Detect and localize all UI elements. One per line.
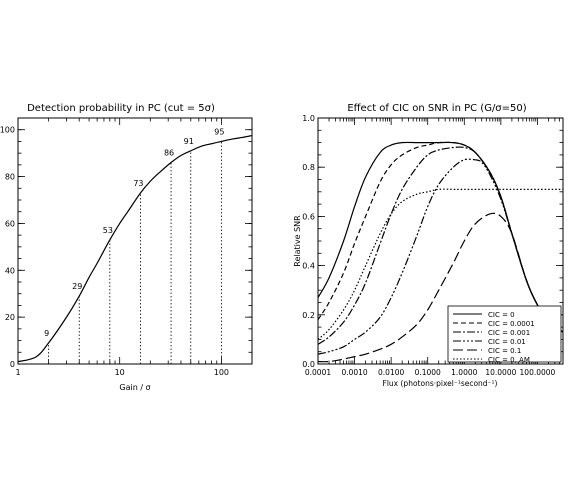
y-tick-label: 40 — [5, 266, 15, 275]
series-line — [318, 212, 563, 363]
series-line — [318, 188, 563, 340]
legend-label: CIC = 0, AM — [488, 356, 530, 364]
y-tick-label: 60 — [5, 219, 15, 228]
series-line — [18, 134, 252, 363]
annotation-label: 91 — [184, 137, 194, 146]
y-tick-label: 80 — [5, 173, 15, 182]
x-tick-label: 1 — [15, 368, 20, 377]
legend-label: CIC = 0.001 — [488, 329, 530, 337]
chart-marks: 0.0001 0.0010 0.0100 0.1000 1.0000 10.0000 100… — [302, 114, 563, 377]
y-tick-label: 0.0 — [302, 360, 315, 369]
x-tick-label: 0.1000 — [415, 368, 441, 377]
x-axis-label: Gain / σ — [119, 383, 150, 392]
chart-title: Effect of CIC on SNR in PC (G/σ=50) — [347, 103, 526, 114]
annotation-label: 9 — [44, 329, 49, 338]
y-tick-label: 0.2 — [302, 311, 315, 320]
series-line — [318, 141, 563, 333]
annotation-label: 29 — [72, 282, 82, 291]
x-tick-label: 10.0000 — [485, 368, 516, 377]
plot-frame — [17, 117, 253, 365]
y-axis-label: Relative SNR — [293, 215, 302, 267]
legend-label: CIC = 0.01 — [488, 338, 526, 346]
annotation-label: 86 — [164, 149, 174, 158]
legend-label: CIC = 0 — [488, 311, 515, 319]
x-tick-label: 100.0000 — [520, 368, 556, 377]
y-tick-label: 100 — [0, 126, 15, 135]
legend-label: CIC = 0.0001 — [488, 320, 535, 328]
legend-label: CIC = 0.1 — [488, 347, 521, 355]
chart-marks: 1 10 100 0 20 40 60 80 100 9 29 53 73 86 91 95 — [0, 117, 252, 377]
annotation-label: 73 — [133, 179, 143, 188]
x-tick-label: 0.0010 — [341, 368, 367, 377]
x-tick-label: 0.0001 — [305, 368, 331, 377]
x-axis-label: Flux (photons·pixel⁻¹second⁻¹) — [383, 379, 498, 388]
x-tick-label: 100 — [214, 368, 229, 377]
x-tick-label: 10 — [115, 368, 125, 377]
annotation-label: 53 — [103, 226, 113, 235]
annotation-label: 95 — [214, 127, 224, 136]
series-line — [318, 141, 563, 333]
y-tick-label: 20 — [5, 313, 15, 322]
cic-snr-chart: Effect of CIC on SNR in PC (G/σ=50) 0.00… — [293, 103, 564, 388]
x-tick-label: 1.0000 — [451, 368, 477, 377]
detection-probability-chart: Detection probability in PC (cut = 5σ) 1… — [0, 103, 253, 392]
y-tick-label: 0.4 — [302, 262, 315, 271]
chart-title: Detection probability in PC (cut = 5σ) — [27, 103, 215, 114]
legend-box — [447, 305, 562, 363]
y-tick-label: 1.0 — [302, 114, 315, 123]
y-tick-label: 0 — [10, 360, 15, 369]
y-tick-label: 0.8 — [302, 163, 315, 172]
y-tick-label: 0.6 — [302, 212, 315, 221]
x-tick-label: 0.0100 — [378, 368, 404, 377]
